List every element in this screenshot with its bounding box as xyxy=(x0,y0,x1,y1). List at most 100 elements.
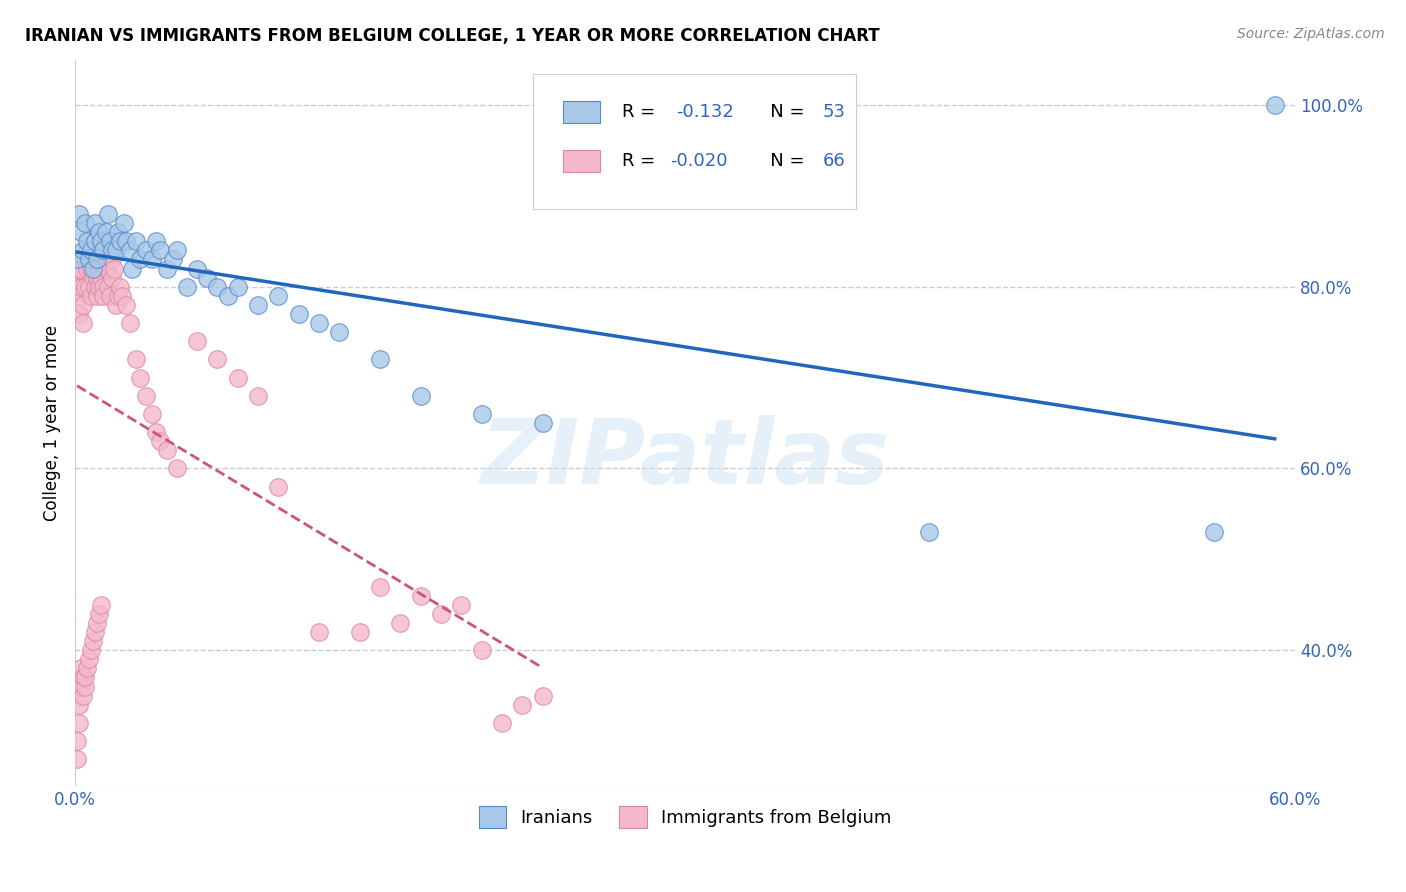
Point xyxy=(107,225,129,239)
Point xyxy=(82,261,104,276)
Point xyxy=(226,279,249,293)
Point xyxy=(76,244,98,258)
Point xyxy=(67,698,90,712)
Point xyxy=(86,252,108,267)
Point xyxy=(66,752,89,766)
Point xyxy=(166,244,188,258)
Point xyxy=(96,279,118,293)
Text: N =: N = xyxy=(754,103,811,121)
Point xyxy=(104,244,127,258)
Point xyxy=(145,235,167,249)
FancyBboxPatch shape xyxy=(533,74,856,209)
Point xyxy=(72,689,94,703)
Point xyxy=(67,307,90,321)
Text: N =: N = xyxy=(754,153,811,170)
Point xyxy=(77,652,100,666)
Point xyxy=(66,261,89,276)
Point xyxy=(207,279,229,293)
Point xyxy=(141,252,163,267)
Point xyxy=(75,680,97,694)
Point xyxy=(471,407,494,421)
Point xyxy=(89,261,111,276)
Point xyxy=(72,670,94,684)
Point xyxy=(115,298,138,312)
Point xyxy=(86,615,108,630)
Point xyxy=(1264,98,1286,112)
Point xyxy=(93,289,115,303)
Point xyxy=(70,225,93,239)
Point xyxy=(77,252,100,267)
Legend: Iranians, Immigrants from Belgium: Iranians, Immigrants from Belgium xyxy=(471,799,898,836)
Point xyxy=(155,261,177,276)
Point xyxy=(93,244,115,258)
Point xyxy=(66,279,89,293)
Point xyxy=(186,261,208,276)
Point xyxy=(96,261,118,276)
Point xyxy=(66,734,89,748)
Point xyxy=(409,589,432,603)
Point xyxy=(308,316,330,330)
Point xyxy=(108,235,131,249)
Point xyxy=(84,261,107,276)
Point xyxy=(135,389,157,403)
Point xyxy=(328,325,350,339)
Point xyxy=(112,216,135,230)
Point xyxy=(70,279,93,293)
Point xyxy=(149,244,172,258)
Point xyxy=(82,634,104,648)
Point xyxy=(89,607,111,621)
Point xyxy=(67,207,90,221)
Point xyxy=(145,425,167,439)
Point xyxy=(176,279,198,293)
Point xyxy=(141,407,163,421)
Point xyxy=(115,235,138,249)
Text: IRANIAN VS IMMIGRANTS FROM BELGIUM COLLEGE, 1 YEAR OR MORE CORRELATION CHART: IRANIAN VS IMMIGRANTS FROM BELGIUM COLLE… xyxy=(25,27,880,45)
Point xyxy=(75,252,97,267)
Point xyxy=(129,252,152,267)
Point xyxy=(94,225,117,239)
Y-axis label: College, 1 year or more: College, 1 year or more xyxy=(44,325,60,521)
Point xyxy=(217,289,239,303)
Point xyxy=(75,279,97,293)
Point xyxy=(121,261,143,276)
Point xyxy=(84,216,107,230)
Point xyxy=(430,607,453,621)
Point xyxy=(226,370,249,384)
Point xyxy=(1202,524,1225,539)
Text: R =: R = xyxy=(621,153,661,170)
Point xyxy=(90,235,112,249)
Point xyxy=(70,261,93,276)
Point xyxy=(512,698,534,712)
Point xyxy=(82,270,104,285)
Point xyxy=(98,235,121,249)
Text: ZIPatlas: ZIPatlas xyxy=(481,416,890,503)
Point xyxy=(82,252,104,267)
Point xyxy=(368,352,391,367)
Point xyxy=(491,715,513,730)
Point xyxy=(90,598,112,612)
Point xyxy=(72,316,94,330)
Point xyxy=(308,625,330,640)
Point xyxy=(77,252,100,267)
Point xyxy=(67,289,90,303)
Bar xyxy=(562,101,599,123)
Text: R =: R = xyxy=(621,103,666,121)
Point xyxy=(66,252,89,267)
Point xyxy=(162,252,184,267)
Point xyxy=(247,298,270,312)
Point xyxy=(471,643,494,657)
Point xyxy=(93,279,115,293)
Point xyxy=(531,689,554,703)
Point xyxy=(247,389,270,403)
Point xyxy=(90,270,112,285)
Point xyxy=(86,289,108,303)
Point xyxy=(75,670,97,684)
Point xyxy=(70,680,93,694)
Point xyxy=(100,270,122,285)
Point xyxy=(125,235,148,249)
Point xyxy=(80,261,103,276)
Point xyxy=(287,307,309,321)
Point xyxy=(368,580,391,594)
Point xyxy=(98,289,121,303)
Point xyxy=(267,289,290,303)
